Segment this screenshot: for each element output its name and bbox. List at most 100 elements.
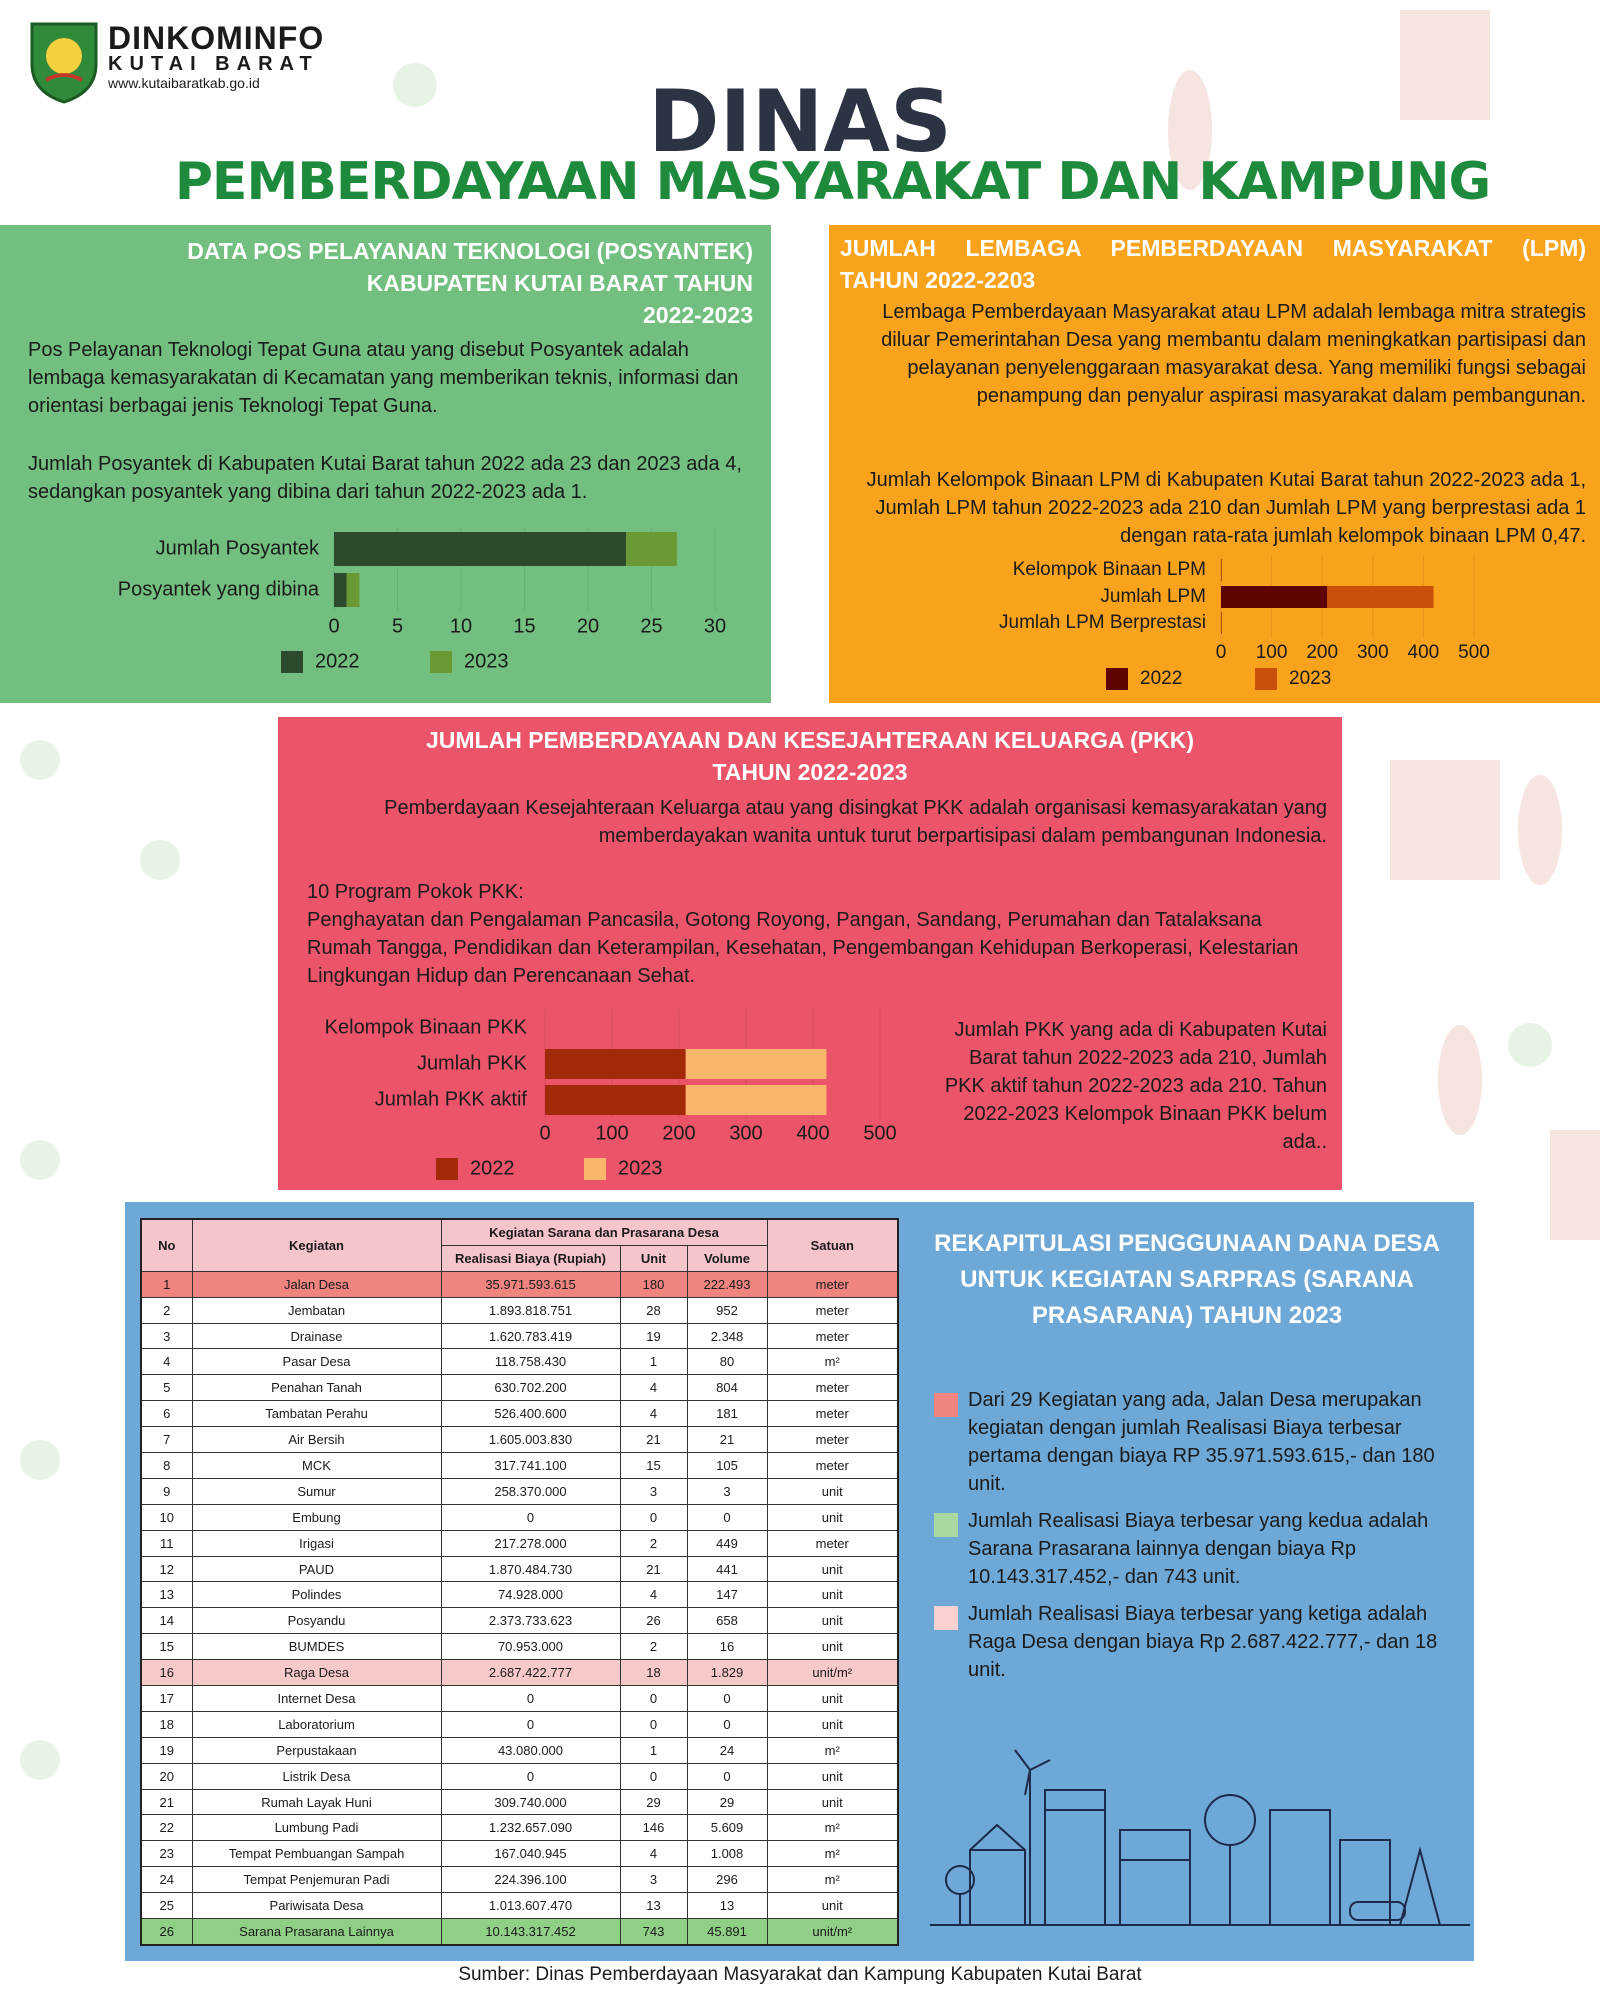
table-row: 15 BUMDES 70.953.000 2 16 unit <box>140 1633 899 1661</box>
table-cell: Penahan Tanah <box>191 1374 442 1402</box>
table-cell: PAUD <box>191 1555 442 1583</box>
table-cell: Sumur <box>191 1477 442 1505</box>
lpm-panel <box>829 225 1600 703</box>
table-cell: 224.396.100 <box>440 1866 621 1894</box>
table-row: 11 Irigasi 217.278.000 2 449 meter <box>140 1529 899 1557</box>
table-cell: 1.013.607.470 <box>440 1892 621 1920</box>
table-cell: 952 <box>686 1296 768 1324</box>
table-cell: Tempat Penjemuran Padi <box>191 1866 442 1894</box>
table-cell: 28 <box>619 1296 688 1324</box>
table-cell: 2.687.422.777 <box>440 1659 621 1687</box>
table-row: 1 Jalan Desa 35.971.593.615 180 222.493 meter <box>140 1270 899 1298</box>
table-cell: 0 <box>440 1685 621 1712</box>
table-cell: 258.370.000 <box>440 1477 621 1505</box>
table-row: 19 Perpustakaan 43.080.000 1 24 m² <box>140 1736 899 1764</box>
table-cell: Irigasi <box>191 1529 442 1557</box>
table-cell: 45.891 <box>686 1918 768 1946</box>
table-cell: 0 <box>686 1503 768 1531</box>
table-cell: meter <box>766 1452 899 1479</box>
table-cell: 0 <box>686 1710 768 1738</box>
table-cell: unit/m² <box>766 1918 899 1946</box>
table-cell: 1.829 <box>686 1659 768 1687</box>
table-cell: Rumah Layak Huni <box>191 1788 442 1816</box>
title-line: KABUPATEN KUTAI BARAT TAHUN <box>366 270 753 296</box>
table-cell: 18 <box>619 1659 688 1687</box>
title-line: REKAPITULASI PENGGUNAAN DANA DESA <box>934 1230 1440 1257</box>
table-cell: 1.893.818.751 <box>440 1296 621 1324</box>
title-line: JUMLAH PEMBERDAYAAN DAN KESEJAHTERAAN KE… <box>425 727 1194 753</box>
table-cell: 2 <box>619 1529 688 1557</box>
table-cell: 3 <box>619 1866 688 1894</box>
table-cell: 21 <box>619 1426 688 1454</box>
table-cell: 1.605.003.830 <box>440 1426 621 1454</box>
table-cell: m² <box>766 1348 899 1376</box>
table-row: 22 Lumbung Padi 1.232.657.090 146 5.609 m² <box>140 1814 899 1842</box>
table-row: 8 MCK 317.741.100 15 105 meter <box>140 1452 899 1479</box>
table-cell: 29 <box>619 1788 688 1816</box>
pkk-program-title: 10 Program Pokok PKK: <box>307 881 524 903</box>
table-cell: 118.758.430 <box>440 1348 621 1376</box>
table-cell: 3 <box>619 1477 688 1505</box>
table-cell: 13 <box>140 1581 193 1609</box>
table-cell: 526.400.600 <box>440 1400 621 1428</box>
lpm-title: JUMLAH LEMBAGA PEMBERDAYAAN MASYARAKAT (… <box>840 232 1586 296</box>
rekap-title: REKAPITULASI PENGGUNAAN DANA DESA UNTUK … <box>900 1226 1474 1334</box>
table-cell: 0 <box>619 1685 688 1712</box>
table-row: 10 Embung 0 0 0 unit <box>140 1503 899 1531</box>
table-cell: 17 <box>140 1685 193 1712</box>
table-cell: 8 <box>140 1452 193 1479</box>
table-cell: unit <box>766 1555 899 1583</box>
table-cell: 309.740.000 <box>440 1788 621 1816</box>
table-cell: m² <box>766 1840 899 1868</box>
table-cell: 22 <box>140 1814 193 1842</box>
table-cell: Sarana Prasarana Lainnya <box>191 1918 442 1946</box>
skyline-illustration <box>930 1749 1470 1926</box>
table-cell: 105 <box>686 1452 768 1479</box>
pkk-program-text: Penghayatan dan Pengalaman Pancasila, Go… <box>307 909 1299 987</box>
table-cell: 21 <box>686 1426 768 1454</box>
table-cell: Jalan Desa <box>191 1270 442 1298</box>
pkk-title: JUMLAH PEMBERDAYAAN DAN KESEJAHTERAAN KE… <box>278 724 1342 788</box>
table-cell: 2.373.733.623 <box>440 1607 621 1635</box>
data-table: No Kegiatan Kegiatan Sarana dan Prasaran… <box>140 1218 900 1946</box>
lpm-paragraph: Jumlah Kelompok Binaan LPM di Kabupaten … <box>866 469 1586 547</box>
table-cell: 1 <box>619 1736 688 1764</box>
table-row: 3 Drainase 1.620.783.419 19 2.348 meter <box>140 1322 899 1350</box>
org-website: www.kutaibaratkab.go.id <box>108 75 260 91</box>
table-cell: 19 <box>619 1322 688 1350</box>
table-cell: 74.928.000 <box>440 1581 621 1609</box>
table-cell: unit <box>766 1762 899 1790</box>
table-row: 14 Posyandu 2.373.733.623 26 658 unit <box>140 1607 899 1635</box>
table-cell: Pasar Desa <box>191 1348 442 1376</box>
column-header: Kegiatan <box>191 1218 442 1272</box>
table-cell: 20 <box>140 1762 193 1790</box>
table-cell: meter <box>766 1270 899 1298</box>
title-line: UNTUK KEGIATAN SARPRAS (SARANA <box>960 1266 1414 1293</box>
table-cell: 4 <box>140 1348 193 1376</box>
table-row: 16 Raga Desa 2.687.422.777 18 1.829 unit/m² <box>140 1659 899 1687</box>
table-cell: 4 <box>619 1581 688 1609</box>
rekap-bullet: Dari 29 Kegiatan yang ada, Jalan Desa me… <box>968 1389 1435 1495</box>
column-header: No <box>140 1218 193 1272</box>
table-cell: 13 <box>686 1892 768 1920</box>
bullet-swatch <box>934 1513 958 1537</box>
table-cell: MCK <box>191 1452 442 1479</box>
bullet-swatch <box>934 1606 958 1630</box>
title-line: DATA POS PELAYANAN TEKNOLOGI (POSYANTEK) <box>187 238 753 264</box>
table-cell: 0 <box>686 1685 768 1712</box>
table-cell: 24 <box>686 1736 768 1764</box>
table-cell: 10 <box>140 1503 193 1531</box>
table-cell: 147 <box>686 1581 768 1609</box>
table-cell: 10.143.317.452 <box>440 1918 621 1946</box>
table-cell: 1.232.657.090 <box>440 1814 621 1842</box>
posyantek-panel <box>0 225 771 703</box>
table-cell: unit <box>766 1685 899 1712</box>
table-cell: unit <box>766 1477 899 1505</box>
table-cell: 19 <box>140 1736 193 1764</box>
table-row: 9 Sumur 258.370.000 3 3 unit <box>140 1477 899 1505</box>
table-cell: 1.008 <box>686 1840 768 1868</box>
table-cell: 4 <box>619 1840 688 1868</box>
table-cell: 23 <box>140 1840 193 1868</box>
table-cell: 5.609 <box>686 1814 768 1842</box>
rekap-bullet: Jumlah Realisasi Biaya terbesar yang ked… <box>968 1510 1429 1588</box>
